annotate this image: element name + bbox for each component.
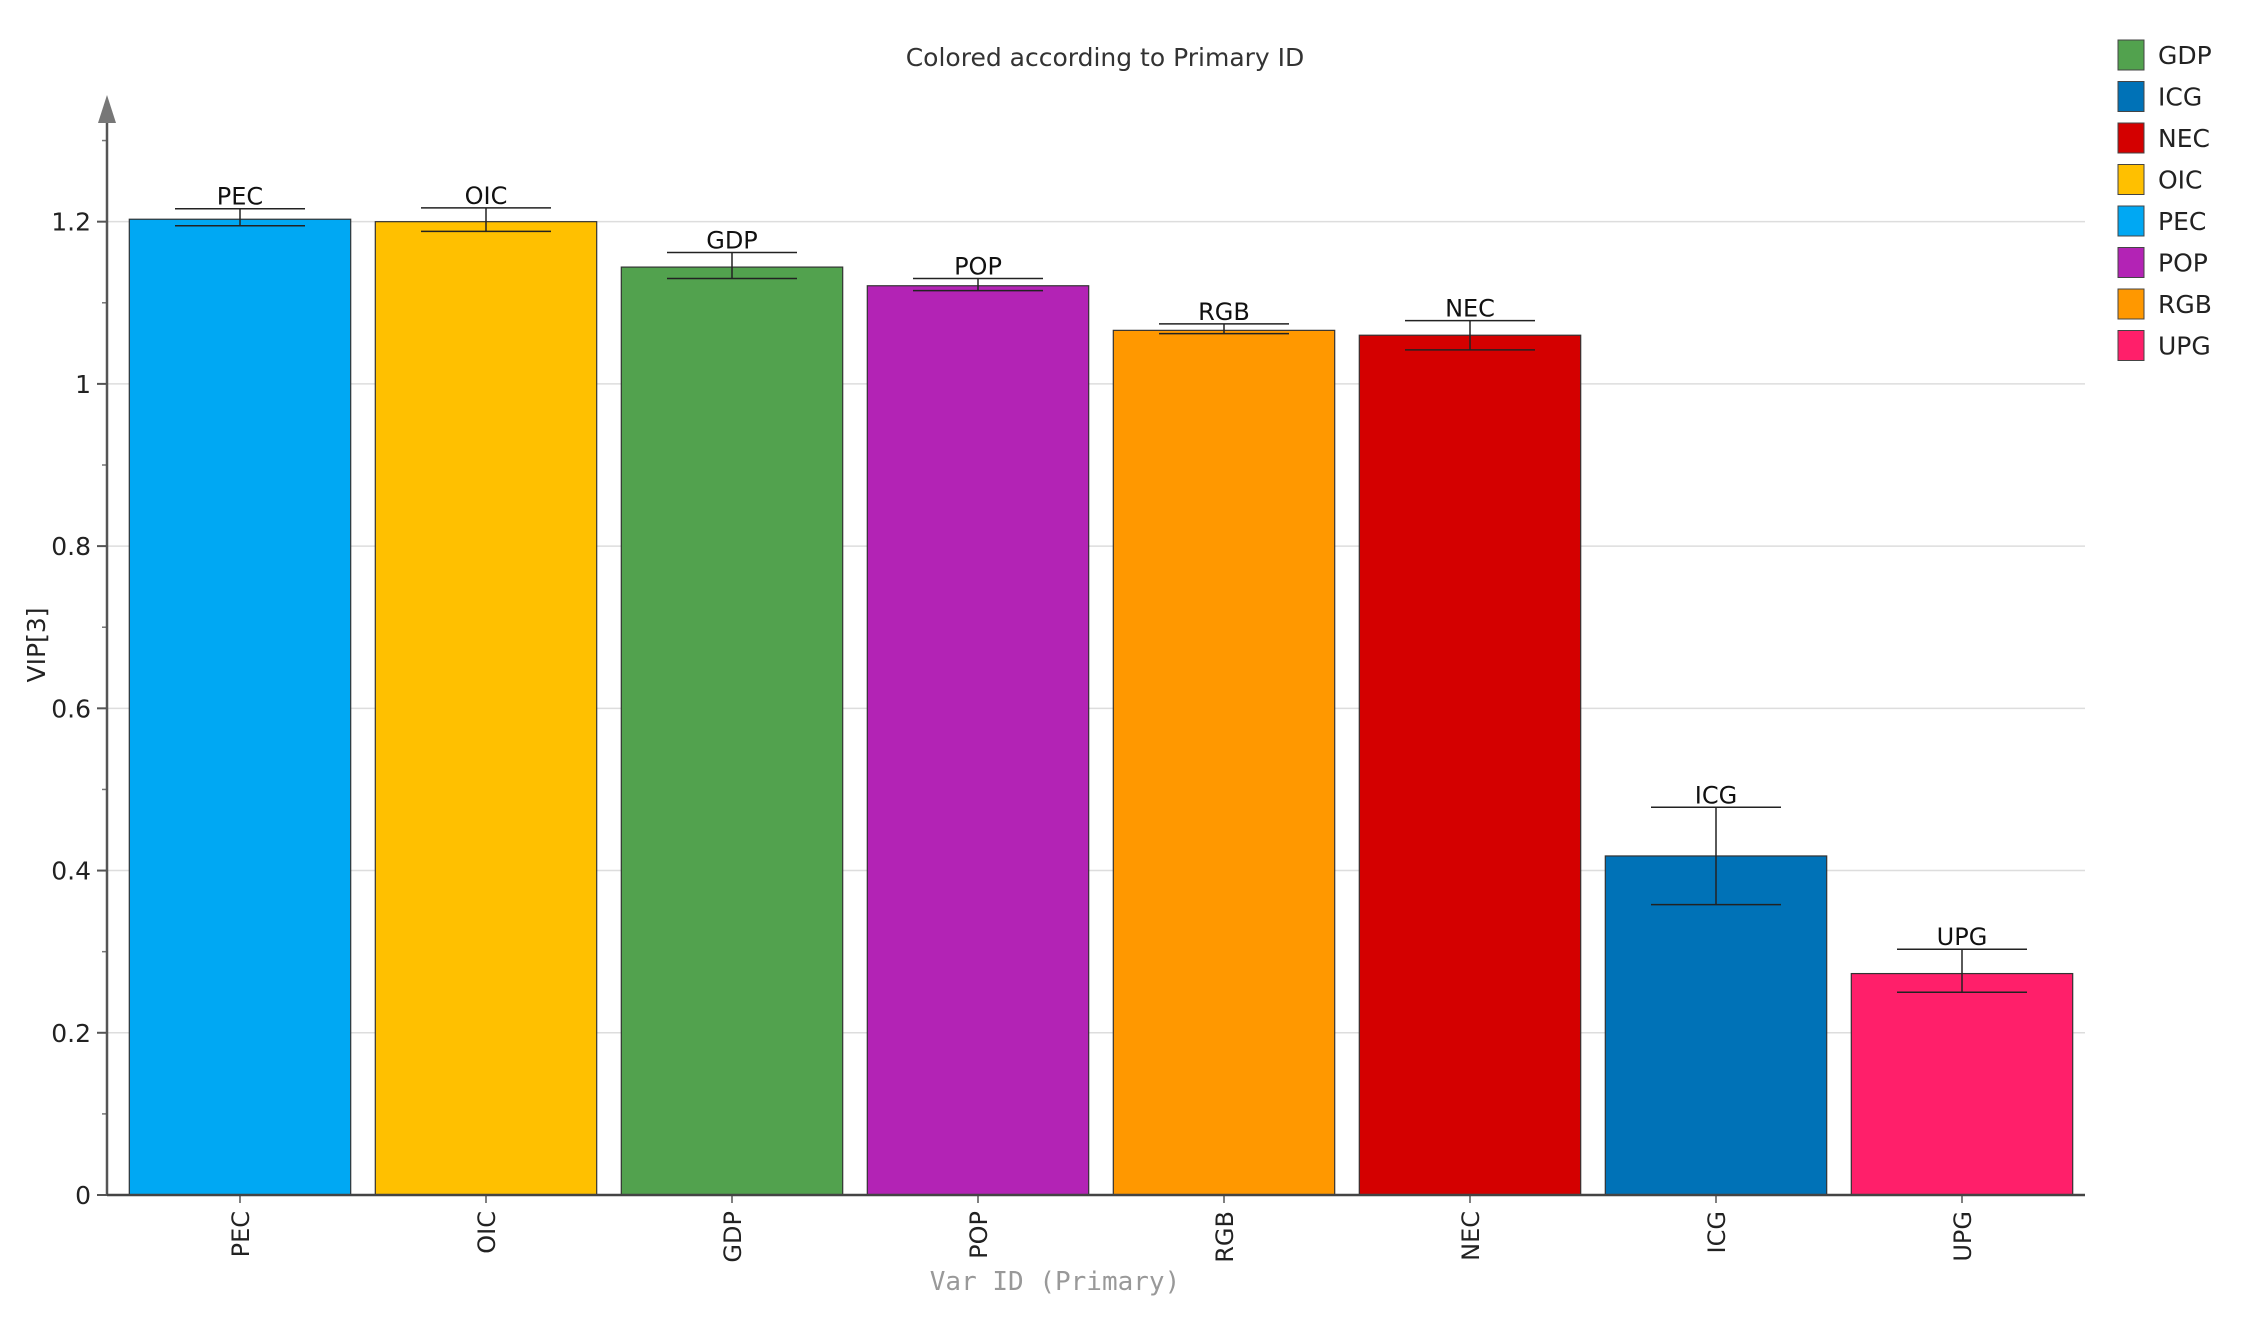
x-tick-label: PEC: [227, 1211, 255, 1257]
bar-label-pop: POP: [954, 252, 1002, 280]
bar-label-upg: UPG: [1937, 923, 1988, 951]
x-axis-label: Var ID (Primary): [930, 1267, 1180, 1297]
legend: GDP ICG NEC OIC PEC POP RGB UPG: [2117, 39, 2212, 361]
x-tick-label: RGB: [1211, 1211, 1239, 1263]
y-tick-label: 0.6: [51, 694, 91, 723]
y-tick-label: 1.2: [51, 208, 91, 237]
y-tick-label: 0.8: [51, 532, 91, 561]
legend-label-pec: PEC: [2158, 207, 2206, 236]
y-tick-label: 1: [75, 370, 91, 399]
y-tick-label: 0: [75, 1181, 91, 1210]
bar-label-icg: ICG: [1695, 781, 1737, 809]
legend-swatch-nec: [2117, 122, 2145, 154]
bar-label-rgb: RGB: [1198, 298, 1250, 326]
legend-swatch-pec: [2117, 205, 2145, 237]
legend-label-upg: UPG: [2158, 332, 2211, 361]
bar-rgb: [1112, 329, 1336, 1196]
bar-gdp: [620, 266, 844, 1196]
chart-title: Colored according to Primary ID: [906, 43, 1305, 72]
bar-icg: [1604, 855, 1828, 1196]
legend-swatch-rgb: [2117, 288, 2145, 320]
legend-label-oic: OIC: [2158, 166, 2203, 195]
bar-label-oic: OIC: [465, 182, 508, 210]
legend-label-nec: NEC: [2158, 124, 2210, 153]
legend-swatch-oic: [2117, 164, 2145, 195]
legend-swatch-pop: [2117, 247, 2145, 278]
x-tick-label: GDP: [719, 1211, 747, 1263]
bars: PEC OIC GDP POP RGB NEC ICG UPG: [128, 182, 2074, 1196]
x-tick-label: UPG: [1949, 1211, 1977, 1262]
bar-pec: [128, 218, 352, 1196]
y-axis-arrow: [98, 95, 116, 123]
y-axis: 0 0.2 0.4 0.6 0.8 1 1.2: [51, 95, 116, 1210]
bar-nec: [1358, 334, 1582, 1196]
legend-label-icg: ICG: [2158, 83, 2202, 112]
legend-label-pop: POP: [2158, 249, 2208, 278]
bar-label-nec: NEC: [1445, 295, 1495, 323]
bar-pop: [866, 285, 1090, 1196]
x-tick-label: ICG: [1703, 1211, 1731, 1253]
y-axis-label: VIP[3]: [22, 608, 51, 683]
bar-label-pec: PEC: [217, 183, 263, 211]
bar-label-gdp: GDP: [706, 226, 758, 254]
y-tick-label: 0.2: [51, 1019, 91, 1048]
x-axis: PEC OIC GDP POP RGB NEC ICG UPG: [107, 1193, 2085, 1263]
x-tick-label: POP: [965, 1211, 993, 1259]
legend-swatch-gdp: [2117, 39, 2145, 71]
y-tick-label: 0.4: [51, 857, 91, 886]
x-tick-label: OIC: [473, 1211, 501, 1254]
legend-swatch-icg: [2117, 81, 2145, 112]
bar-oic: [374, 221, 598, 1196]
legend-label-rgb: RGB: [2158, 290, 2212, 319]
legend-swatch-upg: [2117, 330, 2145, 361]
bar-upg: [1850, 972, 2074, 1196]
legend-label-gdp: GDP: [2158, 41, 2212, 70]
x-tick-label: NEC: [1457, 1211, 1485, 1261]
